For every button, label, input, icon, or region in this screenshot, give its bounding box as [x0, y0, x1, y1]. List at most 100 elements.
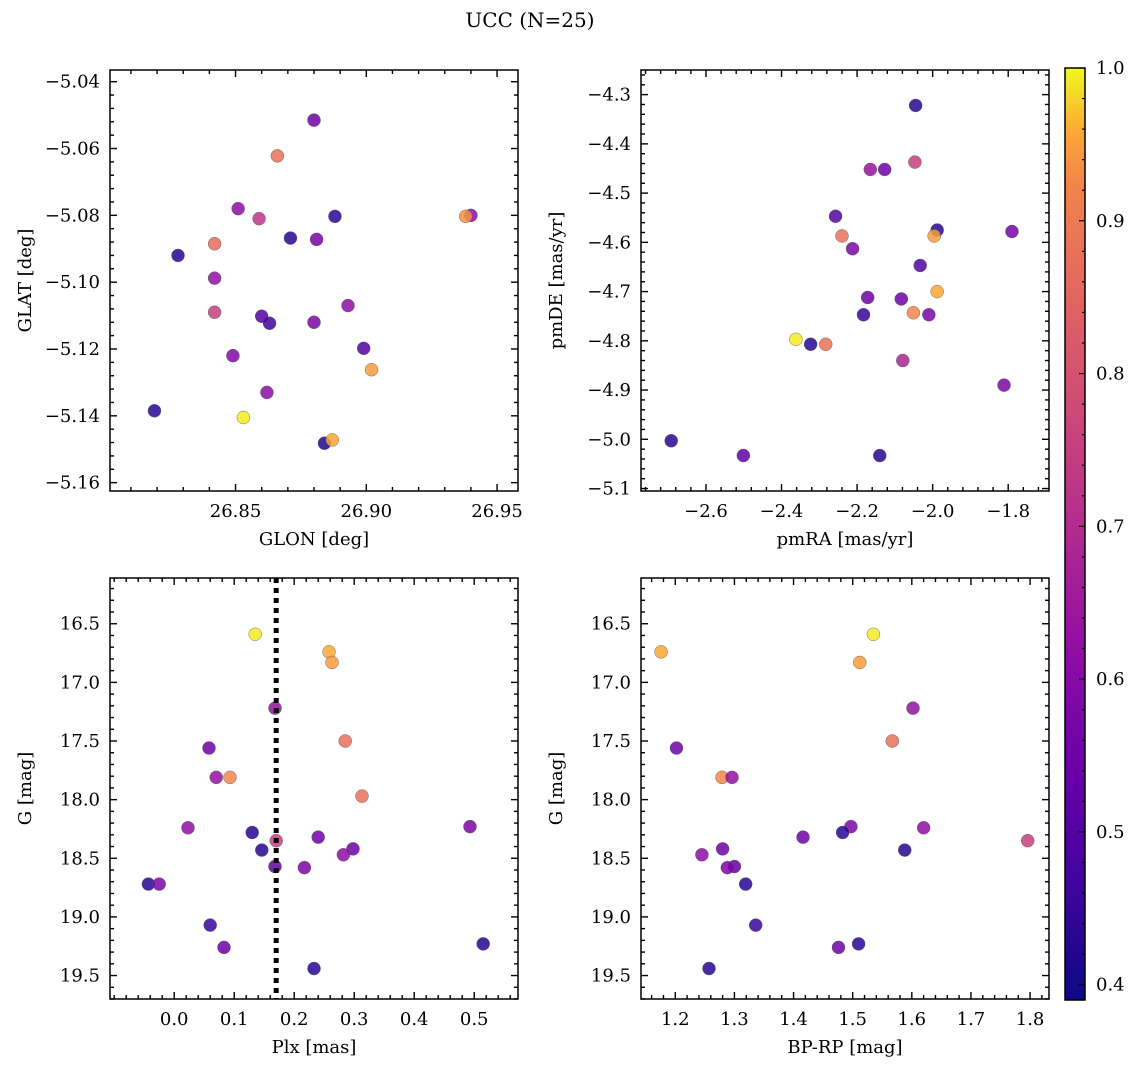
- data-point: [908, 155, 922, 169]
- colorbar: 0.4 0.5 0.6 0.7 0.8 0.9 1.0: [1064, 58, 1125, 1001]
- y-tick-label: −5.08: [45, 205, 100, 226]
- data-point: [669, 741, 684, 755]
- data-point: [896, 353, 910, 368]
- data-point: [749, 918, 763, 932]
- data-point: [913, 258, 927, 273]
- data-point: [877, 162, 892, 177]
- data-point: [819, 337, 833, 351]
- x-tick-label: 26.90: [341, 501, 393, 522]
- x-tick-label: 1.4: [779, 1009, 808, 1030]
- data-point: [202, 741, 216, 755]
- data-point: [702, 961, 716, 976]
- data-point: [236, 410, 251, 425]
- data-point: [654, 645, 668, 659]
- data-point: [695, 848, 709, 862]
- data-point: [831, 940, 846, 955]
- data-point: [245, 825, 259, 840]
- ticks-pmra-pmde: [641, 70, 1049, 491]
- y-tick-label: −5.1: [587, 479, 631, 500]
- panel-plx-g: 0.0 0.1 0.2 0.3 0.4 0.5 16.5 17.0 17.5 18.0 18.5 19…: [15, 577, 519, 1058]
- x-tick-label: −2.2: [835, 501, 879, 522]
- data-point: [803, 337, 818, 351]
- data-point: [364, 363, 379, 377]
- data-point: [851, 937, 866, 951]
- y-tick-label: 18.0: [591, 790, 631, 811]
- data-point: [997, 378, 1011, 392]
- data-point: [866, 627, 881, 641]
- data-point: [720, 860, 735, 875]
- x-tick-label: 1.5: [838, 1009, 867, 1030]
- x-tick-label: 0.1: [220, 1009, 249, 1030]
- axes-frame: [640, 69, 1050, 492]
- colorbar-tick-label: 1.0: [1096, 58, 1125, 79]
- y-tick-label: 18.0: [60, 790, 100, 811]
- data-point: [796, 830, 810, 844]
- data-point: [1021, 833, 1035, 848]
- y-tick-label: 19.0: [60, 907, 100, 928]
- data-point: [835, 825, 850, 840]
- data-point: [325, 433, 340, 447]
- data-point: [226, 348, 240, 363]
- points-pmra-pmde: [664, 98, 1019, 463]
- y-tick-label: 18.5: [60, 848, 100, 869]
- data-point: [223, 770, 237, 785]
- data-point: [252, 211, 266, 226]
- data-point: [262, 316, 277, 330]
- data-point: [845, 242, 860, 256]
- x-tick-label: 26.85: [210, 501, 262, 522]
- colorbar-tick-label: 0.9: [1096, 211, 1125, 232]
- x-axis-label: BP-RP [mag]: [787, 1037, 902, 1058]
- data-point: [885, 734, 900, 748]
- axes-frame: [109, 577, 519, 1000]
- ticks-plx-g: [110, 578, 518, 1000]
- colorbar-gradient: [1065, 68, 1085, 1000]
- y-tick-label: 19.5: [591, 966, 631, 987]
- colorbar-tick-label: 0.5: [1096, 822, 1125, 843]
- data-point: [856, 308, 871, 322]
- data-point: [207, 271, 222, 285]
- data-point: [916, 821, 931, 835]
- x-tick-label: 0.3: [340, 1009, 369, 1030]
- data-point: [853, 655, 867, 670]
- y-tick-label: 18.5: [591, 848, 631, 869]
- data-point: [260, 385, 274, 400]
- y-tick-label: −5.06: [45, 139, 100, 160]
- y-axis-label: G [mag]: [15, 752, 36, 825]
- data-point: [255, 843, 269, 857]
- points-glon-glat: [147, 113, 478, 450]
- colorbar-tick-label: 0.7: [1096, 516, 1125, 537]
- data-point: [463, 819, 477, 834]
- data-point: [894, 292, 908, 306]
- y-axis-label: pmDE [mas/yr]: [546, 212, 567, 350]
- data-point: [209, 770, 223, 785]
- axes-frame: [640, 577, 1050, 1000]
- ticks-bprp-g: [641, 578, 1049, 1000]
- data-point: [338, 734, 352, 748]
- data-point: [736, 448, 751, 463]
- data-point: [203, 918, 217, 932]
- y-tick-label: 17.0: [591, 672, 631, 693]
- data-point: [906, 306, 921, 320]
- y-tick-label: −4.7: [587, 282, 631, 303]
- points-plx-g: [141, 627, 490, 976]
- data-point: [307, 315, 321, 329]
- x-axis-label: GLON [deg]: [259, 529, 369, 550]
- data-point: [297, 860, 312, 875]
- y-tick-label: 16.5: [60, 614, 100, 635]
- x-tick-label: 0.2: [280, 1009, 309, 1030]
- data-point: [311, 830, 325, 844]
- colorbar-tick-label: 0.8: [1096, 364, 1125, 385]
- data-point: [341, 298, 355, 313]
- x-tick-label: 1.7: [957, 1009, 986, 1030]
- data-point: [738, 877, 753, 891]
- data-point: [898, 843, 912, 857]
- data-point: [307, 113, 321, 127]
- x-tick-label: 0.5: [460, 1009, 489, 1030]
- y-tick-label: −4.3: [587, 85, 631, 106]
- y-tick-label: 17.0: [60, 672, 100, 693]
- data-point: [725, 770, 739, 785]
- colorbar-tick-label: 0.6: [1096, 669, 1125, 690]
- data-point: [873, 448, 887, 463]
- x-tick-label: 26.95: [471, 501, 523, 522]
- data-point: [356, 341, 371, 356]
